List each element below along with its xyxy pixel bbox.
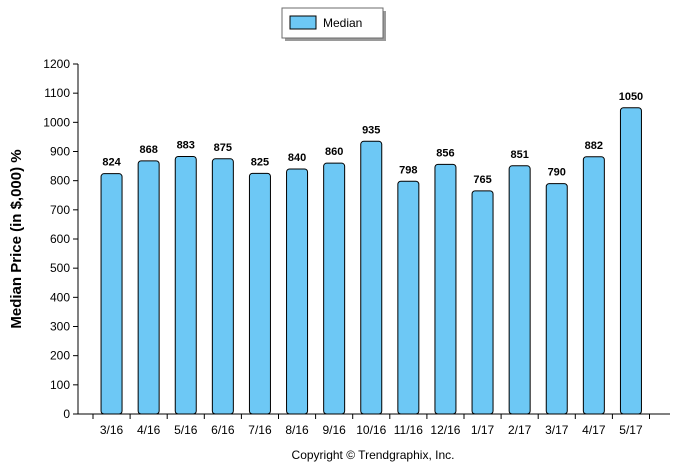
y-tick-label: 0 (63, 407, 70, 421)
x-axis: 3/16 4/16 5/16 6/16 7/16 8/16 9/16 10/16 11/16 12… (78, 413, 670, 437)
data-label: 765 (473, 174, 491, 186)
y-tick-label: 900 (50, 145, 70, 159)
x-tick-label: 10/16 (356, 423, 386, 437)
data-label: 840 (288, 152, 306, 164)
bar (286, 168, 309, 415)
y-tick-label: 300 (50, 320, 70, 334)
y-tick-label: 100 (50, 378, 70, 392)
x-tick-label: 3/17 (545, 423, 569, 437)
data-label: 851 (510, 149, 528, 161)
bar (619, 107, 642, 415)
bar (582, 156, 605, 415)
copyright-text: Copyright © Trendgraphix, Inc. (292, 448, 455, 462)
bar-series: 824 868 883 875 825 840 860 935 798 856 765 851 790 8… (100, 91, 643, 415)
x-tick-label: 5/16 (174, 423, 198, 437)
y-tick-label: 800 (50, 174, 70, 188)
bar (508, 165, 531, 415)
bar (100, 173, 123, 415)
bar (174, 155, 197, 415)
y-axis-title: Median Price (in $,000) % (8, 149, 25, 328)
y-axis: 0 100 200 300 400 500 600 700 800 900 1000 1100 1200 (43, 57, 79, 421)
data-label: 868 (139, 144, 157, 156)
x-tick-label: 3/16 (100, 423, 124, 437)
x-tick-label: 4/16 (137, 423, 161, 437)
data-label: 790 (548, 167, 566, 179)
data-label: 883 (177, 139, 195, 151)
bar (471, 190, 494, 415)
bar (248, 172, 271, 415)
data-label: 935 (362, 124, 380, 136)
bar (360, 140, 383, 415)
legend-label: Median (323, 16, 362, 30)
y-tick-label: 500 (50, 261, 70, 275)
data-label: 798 (399, 164, 417, 176)
y-tick-label: 1200 (43, 57, 70, 71)
bar (211, 158, 234, 415)
data-label: 860 (325, 146, 343, 158)
data-label: 824 (102, 157, 121, 169)
y-tick-label: 700 (50, 203, 70, 217)
x-tick-label: 12/16 (430, 423, 460, 437)
y-tick-label: 1100 (44, 86, 70, 100)
x-tick-label: 5/17 (619, 423, 643, 437)
y-tick-label: 200 (50, 349, 70, 363)
y-tick-label: 600 (50, 232, 70, 246)
data-label: 856 (436, 147, 454, 159)
data-label: 882 (585, 140, 603, 152)
bar (545, 183, 568, 415)
legend-swatch (289, 15, 317, 30)
bar (434, 163, 457, 415)
x-tick-label: 4/17 (582, 423, 606, 437)
data-label: 825 (251, 156, 269, 168)
legend: Median (281, 7, 386, 41)
x-tick-label: 8/16 (285, 423, 309, 437)
x-tick-label: 9/16 (322, 423, 346, 437)
x-tick-label: 11/16 (394, 423, 423, 437)
data-label: 875 (214, 142, 232, 154)
x-tick-label: 6/16 (211, 423, 235, 437)
x-tick-label: 1/17 (471, 423, 495, 437)
x-tick-label: 7/16 (248, 423, 272, 437)
bar (137, 160, 160, 415)
bar (397, 180, 420, 415)
y-tick-label: 400 (50, 290, 70, 304)
data-label: 1050 (619, 91, 643, 103)
y-tick-label: 1000 (43, 115, 70, 129)
x-tick-label: 2/17 (508, 423, 532, 437)
bar (323, 162, 346, 415)
